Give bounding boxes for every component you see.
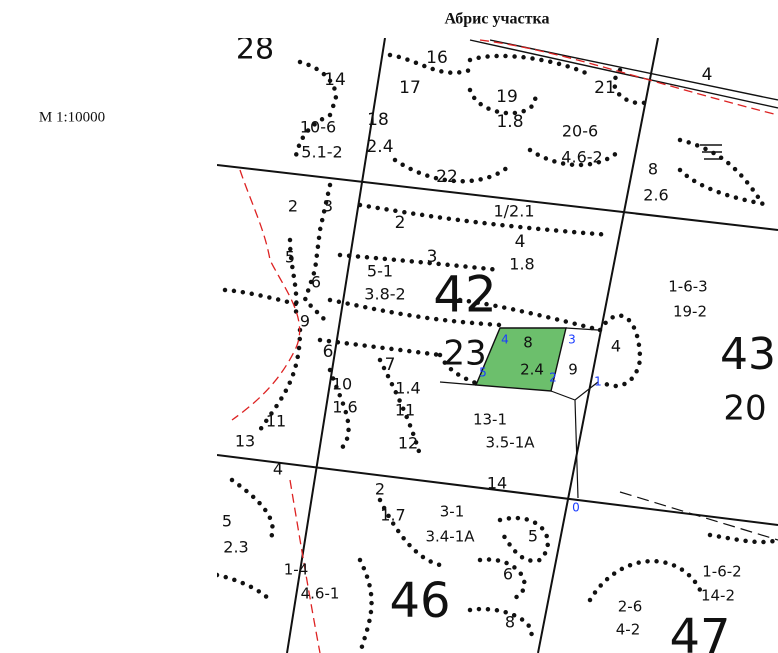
map-label: 19 [496, 87, 518, 107]
map-label: 2 [375, 480, 385, 499]
map-label: 4 [702, 65, 713, 85]
map-label: 1-6-2 [702, 563, 741, 581]
map-label: 8 [648, 160, 658, 179]
map-label: 20-6 [562, 122, 598, 141]
map-label: 14 [324, 70, 346, 90]
map-label: 1.8 [496, 112, 523, 132]
map-label: 20 [723, 389, 766, 429]
map-label: 5.1-2 [301, 143, 342, 162]
map-label: 18 [367, 110, 389, 130]
map-label: 2.3 [223, 538, 248, 557]
point-number: 4 [501, 333, 509, 347]
map-label: 1-4 [284, 561, 309, 579]
map-label: 12 [398, 434, 418, 453]
map-label: 28 [236, 32, 274, 67]
point-number: 3 [568, 333, 576, 347]
map-label: 2 [288, 197, 298, 216]
map-label: 42 [433, 266, 497, 324]
map-label: 19-2 [673, 303, 707, 321]
map-label: 3 [323, 197, 333, 216]
map-label: 1.7 [380, 506, 405, 525]
map-label: 7 [385, 355, 396, 375]
map-label: 5 [528, 527, 538, 546]
map-label: 5-1 [367, 262, 393, 281]
map-label: 1.8 [509, 255, 534, 274]
map-label: 2 [395, 213, 406, 233]
map-label: 14 [487, 474, 507, 493]
map-label: 21 [594, 78, 616, 98]
map-label: 13-1 [473, 411, 507, 429]
map-label: 10 [332, 375, 352, 394]
map-label: 1.4 [395, 379, 420, 398]
map-label: 11 [266, 412, 286, 431]
map-label: 10-6 [300, 118, 336, 137]
point-number: 1 [594, 375, 602, 389]
map-label: 8 [505, 613, 515, 632]
map-label: 46 [389, 573, 450, 629]
map-label: 3.5-1А [485, 434, 535, 452]
map-label: 8 [523, 334, 533, 352]
map-label: 1.6 [332, 398, 357, 417]
map-label: 3 [427, 247, 438, 267]
map-label: 17 [399, 78, 421, 98]
map-label: 13 [235, 432, 255, 451]
map-label: 9 [568, 361, 578, 379]
map-label: 3-1 [440, 503, 465, 521]
map-label: 14-2 [701, 587, 735, 605]
map-label: 2.4 [520, 361, 544, 379]
map-label: 4-2 [616, 621, 641, 639]
map-label: 1-6-3 [668, 278, 707, 296]
map-label: 4.6-2 [561, 148, 602, 167]
map-label: 6 [323, 342, 334, 362]
map-label: 11 [395, 401, 415, 420]
map-label: 23 [443, 334, 486, 374]
point-number: 5 [479, 366, 487, 380]
map-label: 1/2.1 [493, 202, 534, 221]
map-label: 4 [611, 337, 621, 356]
map-label: 43 [720, 329, 776, 380]
map-label: 2.6 [643, 186, 668, 205]
map-label: 4 [515, 232, 526, 252]
map-label: 22 [436, 167, 458, 187]
map-label: 6 [503, 565, 513, 584]
scale: М 1:10000 [39, 109, 105, 125]
map-label: 4.6-1 [301, 585, 340, 603]
map-label: 2-6 [618, 598, 643, 616]
map-label: 9 [300, 312, 310, 331]
point-number: 2 [549, 371, 557, 385]
map-label: 16 [426, 48, 448, 68]
map-label: 47 [669, 609, 730, 653]
map-label: 4 [273, 460, 283, 479]
map-label: 2.4 [366, 137, 393, 157]
title: Абрис участка [445, 11, 550, 28]
map-label: 3.8-2 [364, 285, 405, 304]
map-label: 5 [285, 248, 295, 267]
point-number: 0 [572, 501, 580, 515]
map-label: 5 [222, 512, 232, 531]
map-label: 3.4-1А [425, 528, 475, 546]
map-label: 6 [311, 273, 321, 292]
